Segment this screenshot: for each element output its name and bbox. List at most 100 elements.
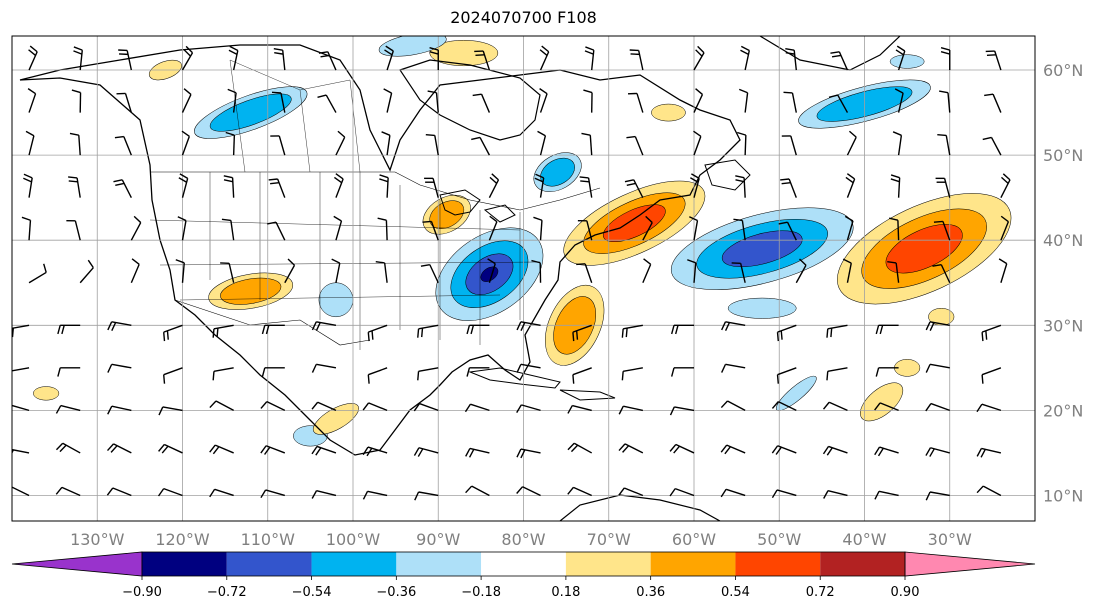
wind-barb [12,404,30,412]
wind-barb [785,48,797,71]
wind-barb [466,324,490,335]
wind-barb [998,258,1008,283]
colorbar-segment [565,552,651,576]
wind-barb [642,215,653,241]
wind-barb [367,324,388,342]
wind-barb [618,443,644,454]
lon-tick-label: 80°W [501,530,545,549]
wind-barbs [12,45,1011,501]
wind-barb [333,215,343,241]
wind-barb [887,260,900,283]
wind-barb [28,263,47,284]
wind-barb [114,135,132,156]
us-mexico-border [174,299,371,346]
wind-barb [720,444,746,455]
anomaly-level-2 [602,204,666,243]
north-america-coast [19,44,741,456]
wind-barb [414,491,439,501]
wind-barb [212,324,234,338]
wind-barb [733,218,746,241]
wind-barb [68,176,81,198]
wind-barb [738,88,749,113]
wind-barb [823,489,848,499]
wind-barb [567,404,592,414]
wind-barb [311,489,337,499]
wind-barb [771,445,797,455]
wind-barb [57,367,81,377]
wind-barb [976,447,1002,458]
wind-barb [618,487,644,497]
wind-barb [163,324,183,342]
wind-barb [740,45,750,71]
wind-barb [25,130,35,156]
south-america-coast [559,494,721,521]
wind-barb [383,88,393,113]
wind-barb [1000,173,1011,198]
anomaly-pos-3 [837,193,1012,305]
anomaly-neg-7 [194,86,308,139]
wind-barb [830,51,849,71]
lat-tick-label: 30°N [1043,316,1083,335]
wind-barb [66,219,81,241]
colorbar-segment [481,552,566,576]
wind-barb [107,363,132,373]
anomaly-neg-15 [318,282,354,318]
wind-barb [669,487,695,497]
wind-barb [318,51,337,71]
colorbar-tick-label: −0.18 [461,585,501,600]
wind-barb [516,486,541,497]
anomaly-level-0 [775,375,817,411]
wind-barb [116,92,133,113]
anomaly-neg-0 [435,227,544,321]
wind-barb [721,321,746,331]
colorbar-tick-label: 0.18 [551,585,580,600]
colorbar-segment [735,552,821,576]
colorbar-tick-label: −0.54 [292,585,332,600]
wind-barb [267,221,286,241]
wind-barb [516,404,541,413]
wind-barb [516,321,541,331]
wind-barb [21,216,32,241]
wind-barb [577,219,593,241]
wind-barb [735,175,746,198]
wind-barb [261,324,285,335]
colorbar-segment [142,552,227,576]
wind-barb [362,446,388,457]
wind-barb [260,489,285,499]
wind-barb [982,136,1002,156]
wind-barb [783,91,797,113]
wind-barb [778,221,797,241]
colorbar-tick-label: −0.36 [376,585,416,600]
wind-barb [822,401,848,412]
wind-barb [12,486,30,497]
wind-barb [925,491,950,501]
colorbar-tick-label: 0.36 [636,585,665,600]
wind-barb [130,215,142,241]
wind-barb [221,218,235,241]
wind-barb [55,486,81,497]
anomaly-level-1 [209,93,292,132]
wind-barb [163,367,183,384]
wind-barb [844,215,854,241]
wind-barb [572,324,592,342]
wind-barb [488,215,498,241]
wind-barb [776,324,797,342]
wind-barb [227,88,237,113]
wind-barb [422,220,439,241]
colorbar-tick-label: −0.72 [207,585,247,600]
wind-barb [624,179,644,198]
wind-barb [828,94,849,113]
colorbar-tick-label: 0.72 [806,585,835,600]
wind-barb [379,174,389,198]
wind-barb [892,131,903,156]
wind-barb [720,400,746,412]
wind-barb [425,133,439,156]
map-title: 2024070700 F108 [450,8,597,27]
anomaly-neg-12 [727,297,797,319]
wind-barb [894,88,904,113]
wind-barb [621,367,643,381]
wind-barb [737,131,747,156]
wind-barb [780,178,797,198]
anomaly-level-0 [651,103,686,122]
